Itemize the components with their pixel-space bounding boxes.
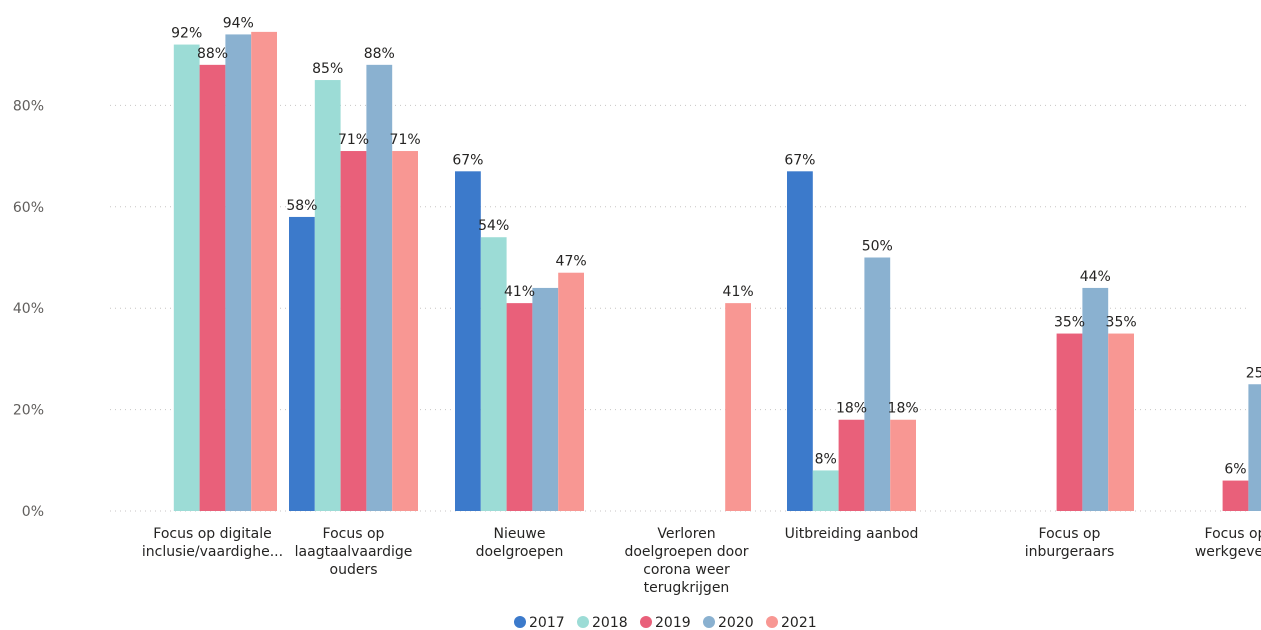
data-label: 6% [1224, 462, 1246, 478]
data-label: 25% [1246, 365, 1261, 381]
bar-2019[interactable] [1056, 333, 1083, 511]
bar-2018[interactable] [173, 44, 200, 512]
legend-item-2018[interactable]: 2018 [577, 615, 628, 630]
data-label: 58% [286, 198, 317, 214]
category-label: Focus op inburgeraars [1025, 526, 1115, 560]
legend-item-2019[interactable]: 2019 [640, 615, 691, 630]
data-label: 47% [556, 254, 587, 270]
y-axis-ticks: 0% 20% 40% 60% 80% [13, 98, 44, 520]
legend-label: 2018 [592, 615, 628, 630]
bar-2020[interactable] [1082, 287, 1109, 511]
y-tick-label: 60% [13, 200, 44, 216]
bar-2021[interactable] [1108, 333, 1134, 511]
bar-2018[interactable] [480, 237, 507, 511]
data-label: 41% [504, 284, 535, 300]
legend-item-2021[interactable]: 2021 [766, 615, 817, 630]
bar-2019[interactable] [838, 419, 865, 511]
legend-item-2020[interactable]: 2020 [703, 615, 754, 630]
category-labels: Focus op digitale inclusie/vaardighe... Fo… [142, 526, 1261, 596]
bar-2021[interactable] [251, 31, 277, 511]
bar-2020[interactable] [1248, 384, 1261, 511]
data-label: 35% [1054, 315, 1085, 331]
data-label: 35% [1106, 315, 1137, 331]
bar-2017[interactable] [455, 171, 481, 511]
legend-label: 2019 [655, 615, 691, 630]
bar-2020[interactable] [366, 64, 393, 511]
bar-2018[interactable] [314, 80, 341, 512]
legend-marker [766, 616, 778, 628]
data-label: 71% [390, 132, 421, 148]
category-label: Focus op digitale inclusie/vaardighe... [142, 526, 283, 560]
data-label: 8% [815, 451, 837, 467]
data-label: 18% [888, 401, 919, 417]
data-labels: 58% 67% 67% 92% 85% 54% 8% 88% 71% 41% 18% 35% 6% 94%… [171, 15, 1261, 477]
data-label: 50% [862, 239, 893, 255]
category-label: Uitbreiding aanbod [785, 526, 919, 542]
legend-marker [514, 616, 526, 628]
bar-2020[interactable] [532, 287, 559, 511]
category-label: Focus op laagtaalvaardige ouders [295, 526, 413, 578]
bar-2019[interactable] [506, 303, 533, 511]
bar-2021[interactable] [725, 303, 751, 511]
legend-label: 2020 [718, 615, 754, 630]
bar-2017[interactable] [289, 216, 315, 511]
bar-2019[interactable] [340, 151, 367, 511]
category-label: Nieuwe doelgroepen [476, 526, 564, 560]
legend-marker [640, 616, 652, 628]
data-label: 67% [452, 152, 483, 168]
legend[interactable]: 2017 2018 2019 2020 2021 [514, 615, 817, 630]
legend-item-2017[interactable]: 2017 [514, 615, 565, 630]
legend-marker [703, 616, 715, 628]
data-label: 41% [723, 284, 754, 300]
y-tick-label: 20% [13, 403, 44, 419]
data-label: 44% [1080, 269, 1111, 285]
data-label: 92% [171, 26, 202, 42]
data-label: 94% [223, 15, 254, 31]
category-label: Focus opwerkgevers [1195, 526, 1261, 560]
bar-2019[interactable] [1222, 480, 1249, 511]
category-label: Verloren doelgroepen door corona weer terug… [624, 526, 748, 596]
bar-2021[interactable] [558, 272, 584, 511]
bar-2021[interactable] [392, 151, 418, 511]
legend-label: 2017 [529, 615, 565, 630]
bar-2019[interactable] [199, 64, 226, 511]
bar-2018[interactable] [812, 470, 839, 511]
data-label: 67% [784, 152, 815, 168]
bar-2021[interactable] [890, 419, 916, 511]
bar-2020[interactable] [864, 257, 891, 512]
bars [173, 31, 1261, 512]
legend-marker [577, 616, 589, 628]
data-label: 88% [197, 46, 228, 62]
data-label: 71% [338, 132, 369, 148]
data-label: 54% [478, 218, 509, 234]
bar-2020[interactable] [225, 34, 252, 512]
legend-label: 2021 [781, 615, 817, 630]
y-tick-label: 80% [13, 98, 44, 114]
y-tick-label: 0% [22, 504, 44, 520]
y-tick-label: 40% [13, 301, 44, 317]
data-label: 88% [364, 46, 395, 62]
bar-2017[interactable] [787, 171, 813, 511]
data-label: 18% [836, 401, 867, 417]
data-label: 85% [312, 61, 343, 77]
